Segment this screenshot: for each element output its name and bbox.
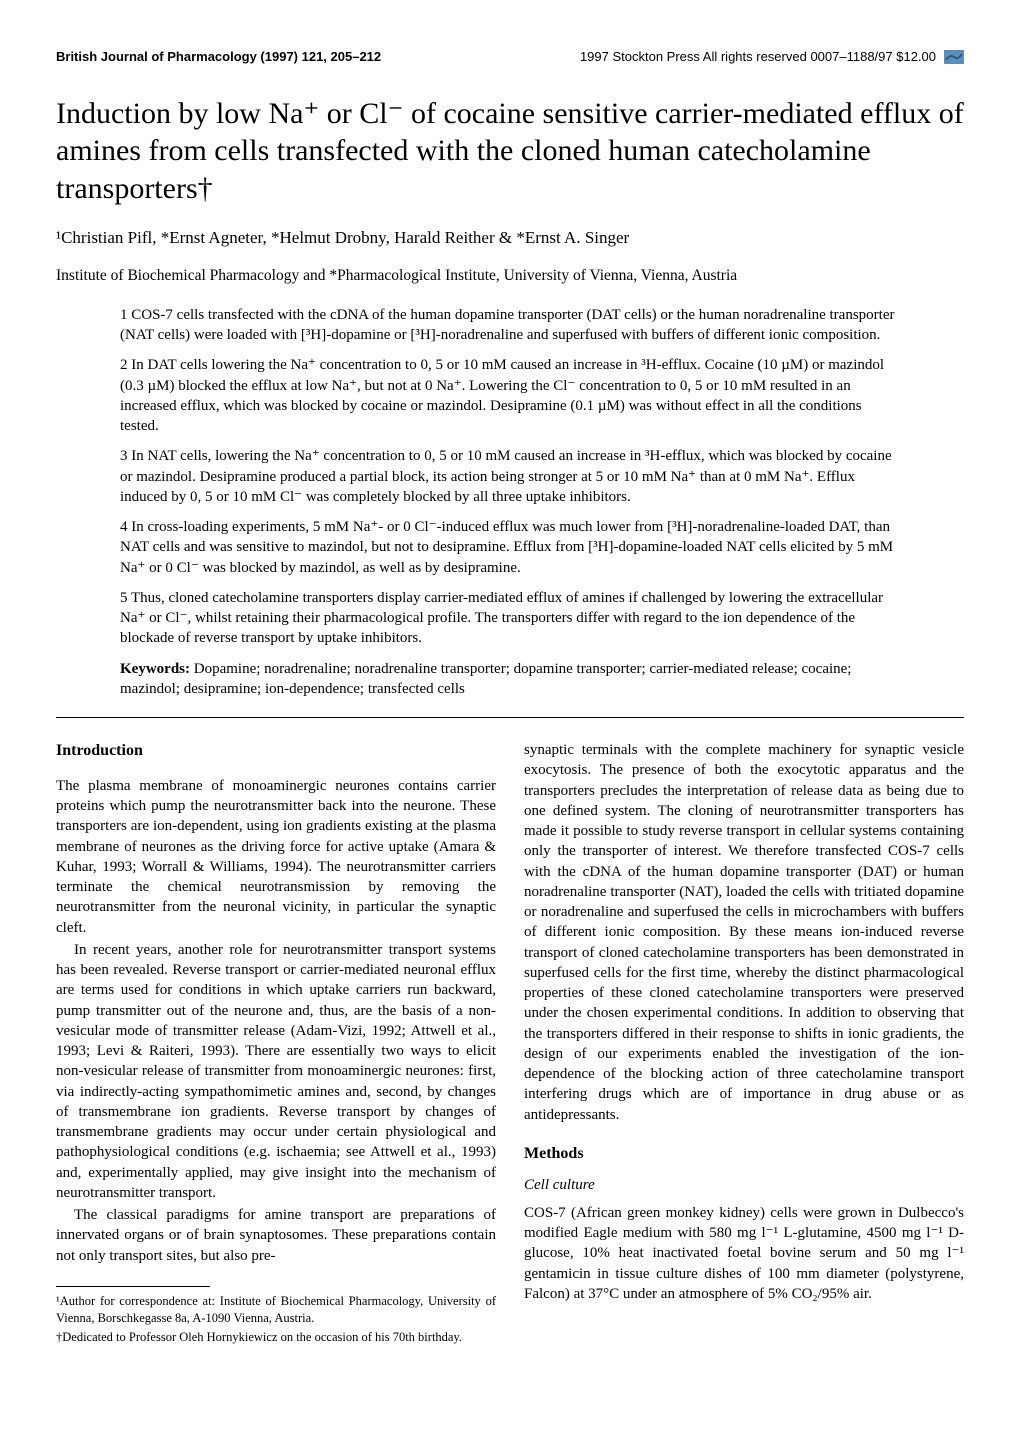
column-right: synaptic terminals with the complete mac… (524, 740, 964, 1347)
footnotes-block: ¹Author for correspondence at: Institute… (56, 1293, 496, 1346)
abstract-point-5: 5 Thus, cloned catecholamine transporter… (120, 588, 900, 649)
intro-para-2: In recent years, another role for neurot… (56, 940, 496, 1203)
keywords-label: Keywords: (120, 661, 190, 677)
abstract-block: 1 COS-7 cells transfected with the cDNA … (120, 305, 900, 699)
footnote-rule (56, 1286, 210, 1287)
methods-para-1: COS-7 (African green monkey kidney) cell… (524, 1203, 964, 1304)
intro-para-3: The classical paradigms for amine transp… (56, 1205, 496, 1266)
publisher-logo-icon (944, 50, 964, 64)
journal-header: British Journal of Pharmacology (1997) 1… (56, 48, 964, 67)
two-column-body: Introduction The plasma membrane of mono… (56, 740, 964, 1347)
keywords-text: Dopamine; noradrenaline; noradrenaline t… (120, 661, 851, 697)
keywords-line: Keywords: Dopamine; noradrenaline; norad… (120, 659, 900, 700)
introduction-heading: Introduction (56, 740, 496, 762)
intro-para-1: The plasma membrane of monoaminergic neu… (56, 776, 496, 938)
footnote-author: ¹Author for correspondence at: Institute… (56, 1293, 496, 1327)
authors-line: ¹Christian Pifl, *Ernst Agneter, *Helmut… (56, 227, 964, 250)
abstract-point-3: 3 In NAT cells, lowering the Na⁺ concent… (120, 446, 900, 507)
column-left: Introduction The plasma membrane of mono… (56, 740, 496, 1347)
abstract-point-4: 4 In cross-loading experiments, 5 mM Na⁺… (120, 517, 900, 578)
intro-para-4: synaptic terminals with the complete mac… (524, 740, 964, 1125)
cell-culture-subheading: Cell culture (524, 1175, 964, 1195)
methods-heading: Methods (524, 1143, 964, 1165)
journal-header-right: 1997 Stockton Press All rights reserved … (580, 48, 964, 66)
abstract-point-1: 1 COS-7 cells transfected with the cDNA … (120, 305, 900, 346)
divider-rule (56, 717, 964, 718)
article-title: Induction by low Na⁺ or Cl⁻ of cocaine s… (56, 95, 964, 208)
affiliation-line: Institute of Biochemical Pharmacology an… (56, 266, 964, 287)
publisher-info: 1997 Stockton Press All rights reserved … (580, 48, 936, 66)
journal-title-issue: British Journal of Pharmacology (1997) 1… (56, 48, 381, 66)
abstract-point-2: 2 In DAT cells lowering the Na⁺ concentr… (120, 355, 900, 436)
footnote-dedication: †Dedicated to Professor Oleh Hornykiewic… (56, 1329, 496, 1346)
